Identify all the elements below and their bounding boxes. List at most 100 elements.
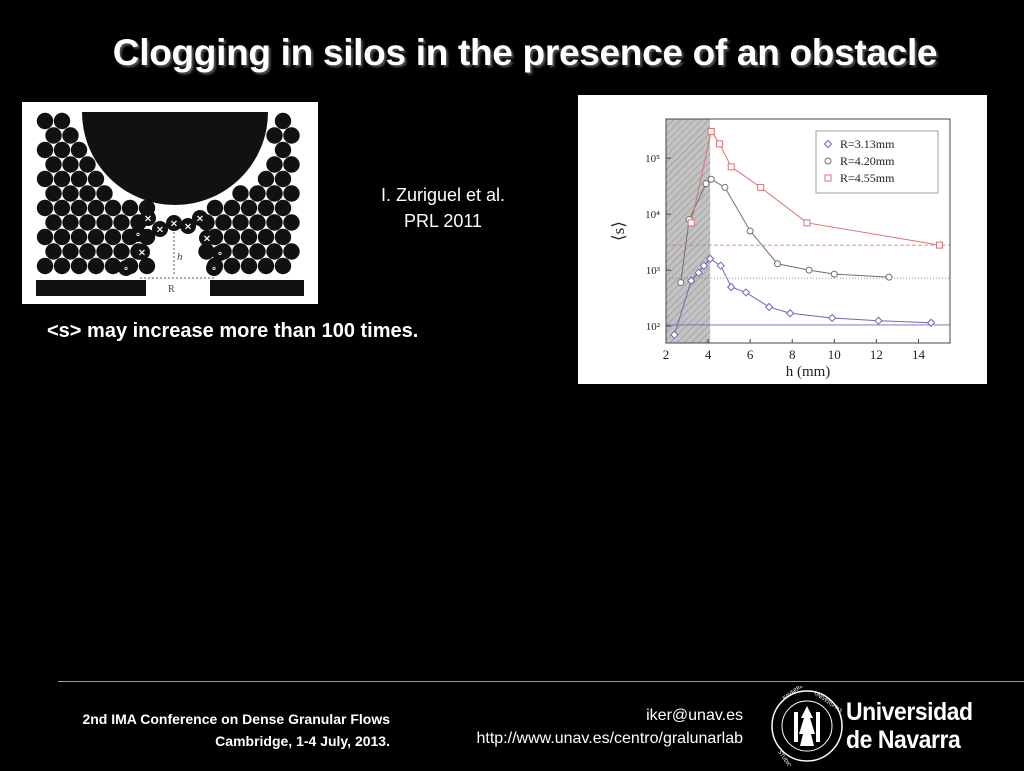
grain [62,185,79,202]
data-point [721,183,729,191]
grain [257,228,275,246]
grain [62,156,79,173]
grain [104,228,122,246]
series-line [673,258,932,335]
university-seal: NAVARRENSIS UNIVERSITAS STUDIORUM [770,677,844,771]
grain [45,214,62,231]
grain [70,257,88,275]
grain [283,127,300,144]
footer-conference: 2nd IMA Conference on Dense Granular Flo… [82,711,390,727]
legend-entry: R=3.13mm [840,137,895,151]
data-point [694,268,703,277]
bridge-grain [192,210,208,226]
silo-floor-left [36,280,146,296]
grain [79,243,96,260]
grain-mark-x: × [144,214,152,225]
grain [96,185,113,202]
chart-svg: 2 4 6 8 10 12 14 10² 10³ 10⁴ 10⁵ h (mm) ⟨s⟩ R=3.13mm R… [609,118,951,380]
data-point [707,175,715,183]
data-point [687,219,695,227]
grain-mark-x: × [170,219,178,230]
grain [87,228,105,246]
data-point [707,127,715,135]
grain [232,243,249,260]
data-point [773,260,781,268]
data-point [805,266,813,274]
svg-text:UNIVERSITAS: UNIVERSITAS [813,691,843,715]
bridge-grain [206,260,222,276]
grain [53,141,71,159]
bridge-grain [118,260,134,276]
grain [257,170,275,188]
y-axis-label: ⟨s⟩ [609,221,628,241]
grain [45,185,62,202]
silo-photo: h R ∘ × × × × × × × ∘ ∘ ∘ [22,102,318,304]
grain [266,214,283,231]
grain [53,170,71,188]
grain [45,156,62,173]
data-point [727,163,735,171]
data-point [823,139,833,149]
data-point [885,273,893,281]
legend-entry: R=4.20mm [840,154,895,168]
plot-area [665,118,951,344]
grain [36,112,54,130]
grain [249,185,266,202]
grain [283,214,300,231]
grain [232,214,249,231]
silo-floor-right [210,280,304,296]
data-point [716,261,725,270]
legend-entry: R=4.55mm [840,171,895,185]
x-tick-label: 6 [747,347,754,362]
data-point [824,157,832,165]
data-point [702,180,710,188]
data-point [677,279,685,287]
grain [274,170,292,188]
marked-grains: ∘××× ××××∘∘∘ [118,210,228,276]
grain [70,199,88,217]
footer-email[interactable]: iker@unav.es [646,707,743,724]
grain-mark-x: × [196,214,204,225]
grain [206,199,224,217]
bridge-grain [140,210,156,226]
y-tick-label: 10³ [646,265,661,277]
grain [36,199,54,217]
data-point [830,270,838,278]
grain [79,156,96,173]
grain [274,257,292,275]
avalanche-size-chart: 2 4 6 8 10 12 14 10² 10³ 10⁴ 10⁵ h (mm) ⟨s⟩ R=3.13mm R… [578,95,987,384]
grain [266,243,283,260]
data-point [935,241,943,249]
grain [240,228,258,246]
footer-venue: Cambridge, 1-4 July, 2013. [215,733,390,749]
grain [62,243,79,260]
bridge-grain [199,230,215,246]
x-tick-label: 10 [828,347,841,362]
data-point [687,276,696,285]
x-tick-label: 4 [705,347,712,362]
grain [266,156,283,173]
grain [266,185,283,202]
x-tick-label: 14 [912,347,926,362]
data-point [874,316,883,325]
data-point [824,174,832,182]
bridge-grain [134,244,150,260]
grain-mark-x: × [184,222,192,233]
grain [257,257,275,275]
data-point [705,254,715,263]
citation-journal: PRL 2011 [403,211,483,231]
grain [223,257,241,275]
legend-box [815,130,939,194]
bridge-grain [152,221,168,237]
obstacle [82,112,268,205]
grain [113,214,130,231]
grain [240,257,258,275]
grain [257,199,275,217]
grain-mark-o: ∘ [135,230,141,241]
footer-divider [58,681,1024,682]
label-R: R [168,284,175,295]
citation-authors: I. Zuriguel et al. [380,185,506,205]
footer-url[interactable]: http://www.unav.es/centro/gralunarlab [476,730,743,747]
data-point [746,227,754,235]
silo-photo-drawing: h R ∘××× ××××∘∘∘ [36,112,304,296]
